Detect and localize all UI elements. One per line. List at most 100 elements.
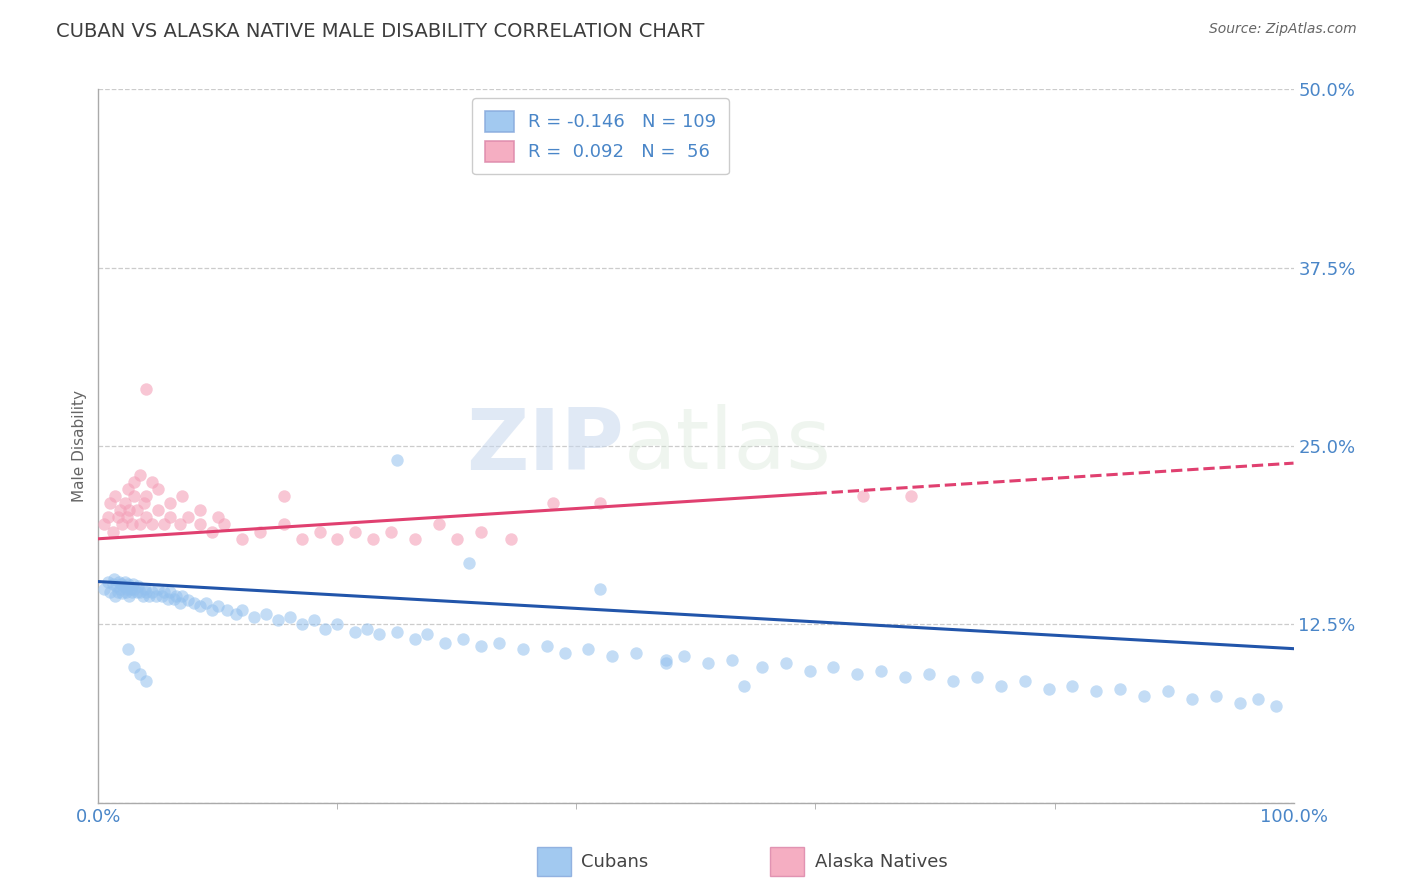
Point [721, 653, 744, 667]
Point [108, 503, 131, 517]
Point [165, 589, 187, 603]
Point [451, 632, 474, 646]
Point [1014, 674, 1036, 689]
Point [159, 584, 181, 599]
Point [1181, 691, 1204, 706]
Point [267, 613, 290, 627]
Point [108, 582, 131, 596]
Point [273, 517, 295, 532]
Point [135, 510, 157, 524]
Point [589, 582, 612, 596]
Point [363, 532, 385, 546]
Point [231, 603, 253, 617]
Point [273, 489, 295, 503]
Point [624, 646, 647, 660]
Point [900, 489, 922, 503]
Point [846, 667, 869, 681]
Point [129, 467, 152, 482]
Point [135, 489, 157, 503]
Point [512, 641, 534, 656]
Point [93, 582, 115, 596]
Point [148, 582, 170, 596]
Point [141, 475, 163, 489]
Point [188, 599, 211, 613]
Point [918, 667, 941, 681]
Point [356, 622, 378, 636]
Point [1205, 689, 1227, 703]
Point [156, 591, 179, 606]
Point [125, 503, 148, 517]
Point [115, 584, 138, 599]
Point [302, 613, 325, 627]
Point [458, 556, 481, 570]
Point [433, 636, 456, 650]
Point [576, 641, 599, 656]
Point [799, 665, 821, 679]
Point [751, 660, 773, 674]
Point [124, 660, 146, 674]
Point [188, 503, 211, 517]
Point [942, 674, 965, 689]
Point [655, 656, 678, 670]
Point [148, 503, 170, 517]
Point [194, 596, 217, 610]
Point [207, 599, 229, 613]
Text: Source: ZipAtlas.com: Source: ZipAtlas.com [1209, 22, 1357, 37]
Point [775, 656, 797, 670]
Point [107, 574, 129, 589]
Point [172, 489, 194, 503]
Point [98, 584, 122, 599]
Point [135, 674, 157, 689]
Point [243, 610, 266, 624]
Point [1157, 684, 1180, 698]
Point [125, 584, 148, 599]
Point [488, 636, 510, 650]
Point [97, 574, 120, 589]
Point [536, 639, 558, 653]
Point [110, 577, 132, 591]
Point [111, 586, 134, 600]
Point [97, 510, 120, 524]
Point [112, 579, 135, 593]
Text: Cubans: Cubans [581, 853, 648, 871]
Point [1038, 681, 1060, 696]
Point [105, 579, 128, 593]
Point [673, 648, 696, 663]
Point [115, 510, 138, 524]
Point [107, 510, 129, 524]
Point [852, 489, 875, 503]
Point [416, 627, 439, 641]
Point [254, 607, 277, 622]
Point [404, 532, 426, 546]
Point [104, 589, 127, 603]
Point [169, 596, 191, 610]
Point [117, 641, 139, 656]
Point [470, 639, 492, 653]
Point [177, 510, 200, 524]
Point [118, 589, 141, 603]
Text: Alaska Natives: Alaska Natives [815, 853, 948, 871]
Point [124, 489, 146, 503]
Point [1085, 684, 1108, 698]
Point [823, 660, 845, 674]
Point [427, 517, 450, 532]
Point [121, 584, 143, 599]
Point [141, 517, 163, 532]
Point [135, 382, 157, 396]
Point [733, 679, 755, 693]
Point [385, 624, 409, 639]
Legend: R = -0.146   N = 109, R =  0.092   N =  56: R = -0.146 N = 109, R = 0.092 N = 56 [472, 98, 728, 174]
Point [148, 482, 170, 496]
Point [101, 577, 124, 591]
Point [114, 496, 136, 510]
Point [1133, 689, 1156, 703]
Point [990, 679, 1012, 693]
Point [499, 532, 522, 546]
Point [129, 584, 152, 599]
Point [600, 648, 623, 663]
Point [207, 510, 229, 524]
Point [1062, 679, 1084, 693]
Point [131, 589, 153, 603]
Text: CUBAN VS ALASKA NATIVE MALE DISABILITY CORRELATION CHART: CUBAN VS ALASKA NATIVE MALE DISABILITY C… [56, 22, 704, 41]
Point [894, 670, 917, 684]
